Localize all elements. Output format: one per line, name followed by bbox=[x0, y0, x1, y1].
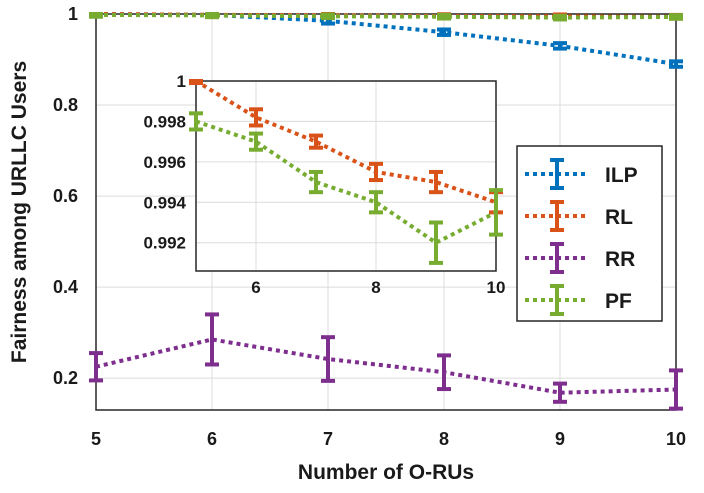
main-errorbar-rr bbox=[321, 335, 335, 383]
main-x-tick-label: 7 bbox=[323, 429, 333, 449]
inset-errorbar-rl bbox=[249, 107, 263, 128]
main-errorbar-rr bbox=[669, 368, 683, 411]
x-axis-title: Number of O-RUs bbox=[298, 461, 474, 484]
inset-series-group bbox=[189, 79, 503, 265]
main-errorbar-rr bbox=[437, 353, 451, 392]
inset-plot-frame bbox=[195, 80, 497, 272]
main-x-tick-label: 6 bbox=[207, 429, 217, 449]
inset-errorbar-pf bbox=[489, 188, 503, 237]
main-x-tick-label: 5 bbox=[91, 429, 101, 449]
inset-x-tick-label: 10 bbox=[487, 278, 506, 297]
main-errorbar-pf bbox=[89, 12, 103, 19]
legend-item-rl: RL bbox=[525, 200, 633, 232]
inset-errorbar-rl bbox=[369, 161, 383, 183]
main-errorbar-rr bbox=[553, 381, 567, 404]
main-x-tick-label: 8 bbox=[439, 429, 449, 449]
inset-y-tick-label: 0.996 bbox=[143, 153, 186, 172]
inset-series-rl bbox=[189, 79, 503, 215]
main-errorbar-pf bbox=[321, 12, 335, 21]
main-tick-labels: 5 6 7 8 9 10 0.2 0.4 0.6 0.8 1 bbox=[53, 4, 686, 449]
y-axis-title: Fairness among URLLC Users bbox=[8, 61, 31, 363]
inset-errorbar-rl bbox=[429, 169, 443, 195]
inset-errorbar-pf bbox=[369, 190, 383, 215]
main-line-rr bbox=[95, 337, 677, 395]
legend-label: RR bbox=[605, 248, 635, 271]
inset-errorbar-pf bbox=[429, 220, 443, 265]
legend-item-pf: PF bbox=[525, 284, 632, 316]
main-errorbar-ilp bbox=[669, 59, 683, 69]
inset-y-tick-label: 0.998 bbox=[143, 112, 186, 131]
inset-x-tick-label: 6 bbox=[251, 278, 260, 297]
main-series-group bbox=[89, 12, 683, 411]
main-errorbar-pf bbox=[437, 12, 451, 21]
inset-series-pf bbox=[189, 111, 503, 265]
inset-errorbar-rl bbox=[309, 133, 323, 150]
inset-y-tick-label: 0.992 bbox=[143, 234, 186, 253]
main-series-pf bbox=[89, 12, 683, 22]
legend-item-rr: RR bbox=[525, 242, 635, 274]
main-errorbar-pf bbox=[205, 12, 219, 20]
inset-y-tick-label: 1 bbox=[177, 72, 186, 91]
inset-line-rl bbox=[194, 79, 497, 205]
main-line-pf bbox=[95, 12, 677, 20]
legend-label: ILP bbox=[605, 164, 638, 187]
inset-errorbar-rl bbox=[189, 79, 203, 86]
main-y-tick-label: 1 bbox=[68, 4, 78, 24]
main-errorbar-pf bbox=[669, 13, 683, 21]
inset-y-tick-label: 0.994 bbox=[143, 193, 186, 212]
legend-label: RL bbox=[605, 206, 633, 229]
legend-item-ilp: ILP bbox=[525, 158, 638, 190]
main-x-tick-label: 10 bbox=[666, 429, 686, 449]
legend-label: PF bbox=[605, 290, 632, 313]
inset-errorbar-pf bbox=[189, 111, 203, 132]
main-y-tick-label: 0.2 bbox=[53, 368, 78, 388]
main-errorbar-ilp bbox=[437, 27, 451, 37]
legend: ILP RL RR PF bbox=[516, 145, 663, 322]
main-y-tick-label: 0.8 bbox=[53, 95, 78, 115]
main-y-tick-label: 0.4 bbox=[53, 277, 78, 297]
main-x-tick-label: 9 bbox=[555, 429, 565, 449]
inset-tick-labels: 6 8 10 0.992 0.994 0.996 0.998 1 bbox=[143, 72, 505, 297]
legend-box bbox=[516, 145, 663, 322]
main-series-rr bbox=[89, 312, 683, 411]
main-errorbar-pf bbox=[553, 13, 567, 22]
main-errorbar-rr bbox=[89, 351, 103, 383]
inset-errorbar-pf bbox=[309, 169, 323, 195]
main-errorbar-ilp bbox=[553, 41, 567, 51]
inset-line-pf bbox=[195, 119, 497, 246]
inset-x-tick-label: 8 bbox=[371, 278, 380, 297]
main-errorbar-rr bbox=[205, 312, 219, 367]
inset-errorbar-pf bbox=[249, 131, 263, 152]
main-y-tick-label: 0.6 bbox=[53, 186, 78, 206]
